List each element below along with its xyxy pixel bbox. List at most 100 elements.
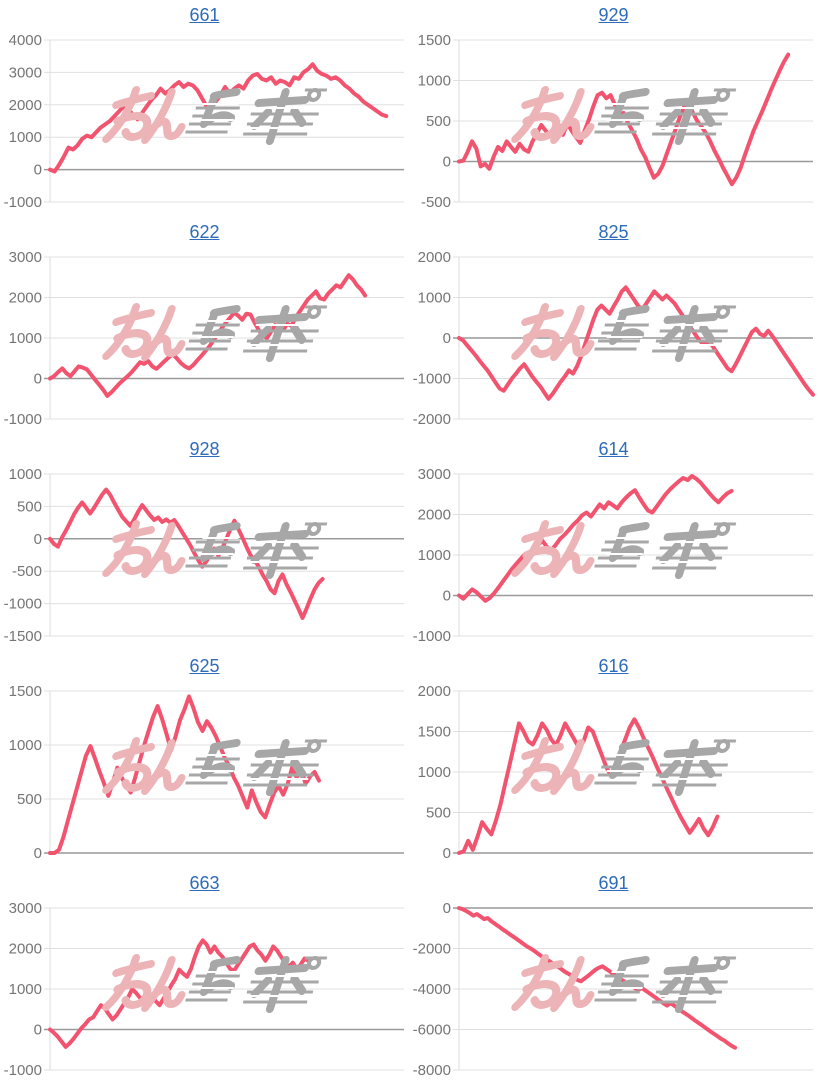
line-chart: 3000 2000 1000 0 -1000 xyxy=(413,466,813,645)
machine-chart-cell: 663 3000 2000 1000 0 -1000 xyxy=(0,868,409,1085)
y-tick-label: 0 xyxy=(443,845,451,862)
profit-line xyxy=(457,52,791,187)
y-tick-label: -1000 xyxy=(4,596,42,613)
chart-title-row: 929 xyxy=(409,5,818,26)
machine-link[interactable]: 616 xyxy=(598,656,629,676)
y-tick-label: -1500 xyxy=(4,628,42,645)
line-chart: 1500 1000 500 0 xyxy=(9,683,404,862)
machine-link[interactable]: 928 xyxy=(189,439,220,459)
y-tick-label: 0 xyxy=(443,330,451,347)
y-tick-label: -500 xyxy=(12,563,42,580)
chart-title-row: 625 xyxy=(0,656,409,677)
chart-title-row: 614 xyxy=(409,439,818,460)
y-tick-label: 1000 xyxy=(418,764,451,781)
chart-title-row: 616 xyxy=(409,656,818,677)
chart-title-row: 661 xyxy=(0,5,409,26)
y-tick-label: 1000 xyxy=(9,466,42,483)
y-tick-label: -500 xyxy=(421,194,451,211)
machine-link[interactable]: 691 xyxy=(598,873,629,893)
machine-link[interactable]: 929 xyxy=(598,5,629,25)
y-tick-label: 1000 xyxy=(418,547,451,564)
y-tick-label: 0 xyxy=(34,845,42,862)
machine-link[interactable]: 625 xyxy=(189,656,220,676)
machine-link[interactable]: 661 xyxy=(189,5,220,25)
y-tick-label: 1000 xyxy=(418,290,451,307)
profit-line xyxy=(48,938,311,1049)
y-tick-label: 2000 xyxy=(418,683,451,700)
y-tick-label: 3000 xyxy=(418,466,451,483)
line-chart: 2000 1500 1000 500 0 xyxy=(418,683,813,862)
profit-line xyxy=(457,906,738,1050)
y-tick-label: 500 xyxy=(17,791,42,808)
y-tick-label: 2000 xyxy=(9,941,42,958)
machine-link[interactable]: 663 xyxy=(189,873,220,893)
y-tick-label: 3000 xyxy=(9,249,42,266)
machine-chart-cell: 614 3000 2000 1000 0 -1000 xyxy=(409,434,818,651)
y-tick-label: 0 xyxy=(34,1022,42,1039)
y-tick-label: 4000 xyxy=(9,32,42,49)
machine-chart-cell: 616 2000 1500 1000 500 0 xyxy=(409,651,818,868)
y-tick-label: -8000 xyxy=(413,1062,451,1079)
y-tick-label: -1000 xyxy=(4,411,42,428)
profit-line xyxy=(457,285,815,401)
chart-title-row: 825 xyxy=(409,222,818,243)
y-tick-label: -1000 xyxy=(413,628,451,645)
machine-link[interactable]: 614 xyxy=(598,439,629,459)
machine-chart-cell: 825 2000 1000 0 -1000 -2000 xyxy=(409,217,818,434)
profit-line xyxy=(48,694,321,855)
machine-chart-cell: 929 1500 1000 500 0 -500 xyxy=(409,0,818,217)
y-tick-label: 1500 xyxy=(418,32,451,49)
y-tick-label: 1500 xyxy=(418,724,451,741)
y-tick-label: 0 xyxy=(34,162,42,179)
chart-title-row: 691 xyxy=(409,873,818,894)
y-tick-label: 500 xyxy=(426,805,451,822)
y-tick-label: 3000 xyxy=(9,64,42,81)
y-tick-label: 3000 xyxy=(9,900,42,917)
y-tick-label: 1500 xyxy=(9,683,42,700)
y-tick-label: 500 xyxy=(426,113,451,130)
y-tick-label: 1000 xyxy=(9,737,42,754)
y-tick-label: 2000 xyxy=(418,249,451,266)
y-tick-label: -6000 xyxy=(413,1022,451,1039)
y-tick-label: 0 xyxy=(443,588,451,605)
y-tick-label: -2000 xyxy=(413,941,451,958)
line-chart: 4000 3000 2000 1000 0 -1000 xyxy=(4,32,404,211)
machine-link[interactable]: 622 xyxy=(189,222,220,242)
line-chart: 2000 1000 0 -1000 -2000 xyxy=(413,249,815,428)
y-tick-label: 2000 xyxy=(418,507,451,524)
profit-line xyxy=(48,62,389,174)
y-tick-label: 2000 xyxy=(9,97,42,114)
y-tick-label: 0 xyxy=(443,154,451,171)
line-chart: 3000 2000 1000 0 -1000 xyxy=(4,249,404,428)
chart-title-row: 928 xyxy=(0,439,409,460)
machine-link[interactable]: 825 xyxy=(598,222,629,242)
chart-title-row: 663 xyxy=(0,873,409,894)
y-tick-label: -1000 xyxy=(4,194,42,211)
line-chart: 1000 500 0 -500 -1000 -1500 xyxy=(4,466,404,645)
line-chart: 0 -2000 -4000 -6000 -8000 xyxy=(413,900,813,1079)
y-tick-label: 2000 xyxy=(9,290,42,307)
machine-chart-cell: 691 0 -2000 -4000 -6000 -8000 xyxy=(409,868,818,1085)
y-tick-label: 1000 xyxy=(418,73,451,90)
y-tick-label: -2000 xyxy=(413,411,451,428)
line-chart: 1500 1000 500 0 -500 xyxy=(418,32,813,211)
y-tick-label: 500 xyxy=(17,498,42,515)
y-tick-label: 1000 xyxy=(9,981,42,998)
machine-chart-cell: 625 1500 1000 500 0 xyxy=(0,651,409,868)
machine-chart-cell: 928 1000 500 0 -500 -1000 -1500 xyxy=(0,434,409,651)
machine-chart-cell: 622 3000 2000 1000 0 -1000 xyxy=(0,217,409,434)
machine-chart-cell: 661 4000 3000 2000 1000 0 -1000 xyxy=(0,0,409,217)
profit-line xyxy=(457,474,734,603)
line-chart: 3000 2000 1000 0 -1000 xyxy=(4,900,404,1079)
y-tick-label: -1000 xyxy=(413,371,451,388)
chart-title-row: 622 xyxy=(0,222,409,243)
y-tick-label: 0 xyxy=(443,900,451,917)
y-tick-label: 1000 xyxy=(9,330,42,347)
y-tick-label: 1000 xyxy=(9,129,42,146)
y-tick-label: 0 xyxy=(34,371,42,388)
profit-line xyxy=(48,487,325,620)
y-tick-label: -4000 xyxy=(413,981,451,998)
y-tick-label: 0 xyxy=(34,531,42,548)
y-tick-label: -1000 xyxy=(4,1062,42,1079)
